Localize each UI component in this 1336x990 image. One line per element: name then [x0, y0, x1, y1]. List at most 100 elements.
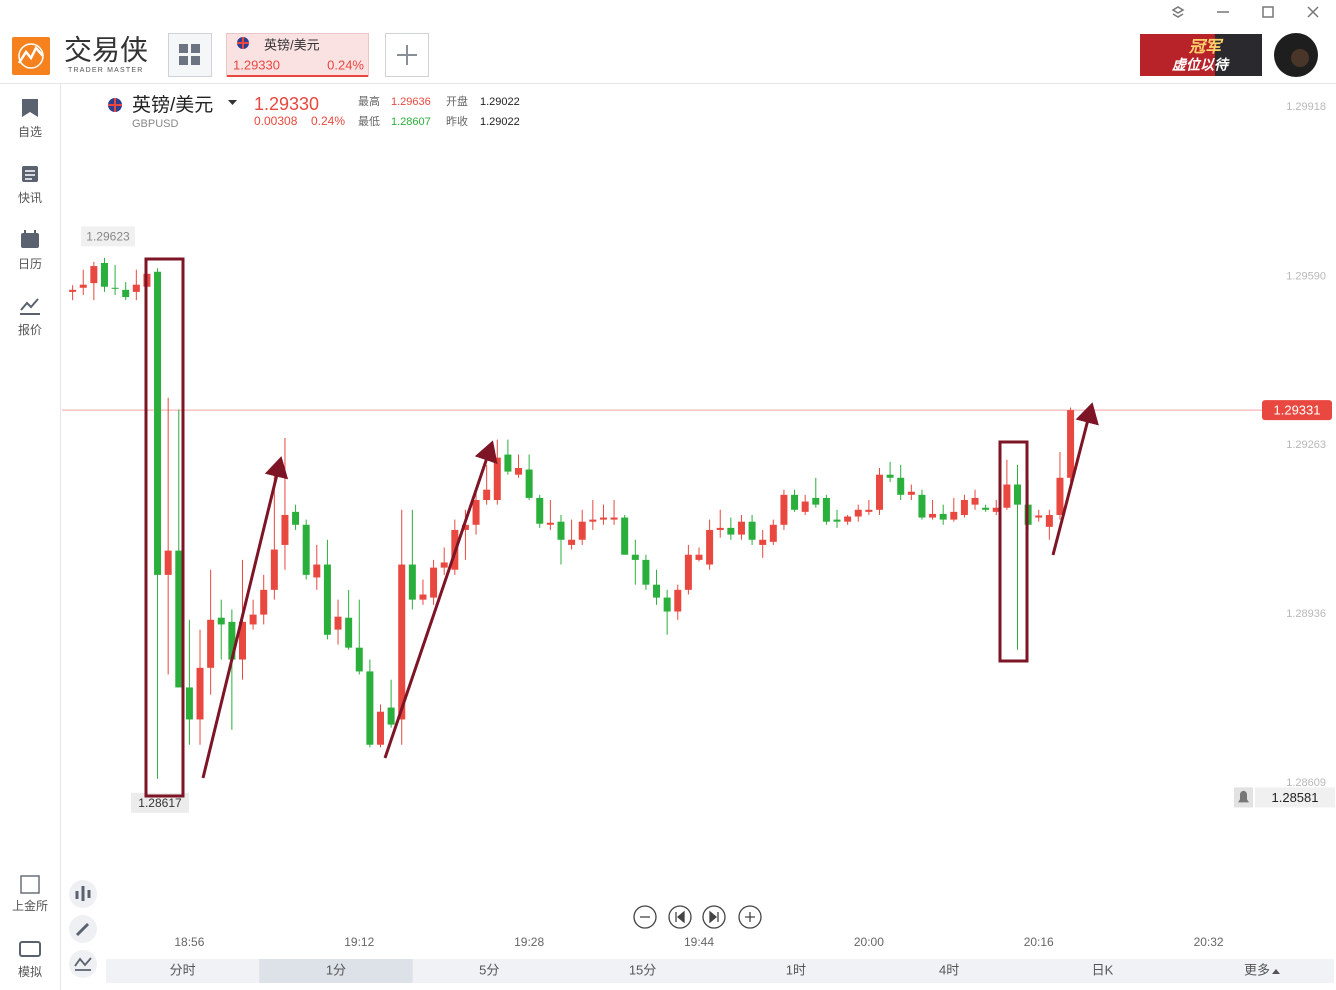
candle: [971, 489, 979, 510]
candle: [886, 461, 894, 482]
candle: [1067, 407, 1075, 482]
sidebar-item[interactable]: 日历: [18, 230, 42, 271]
layout-button-frame[interactable]: [168, 33, 212, 77]
candle-body: [164, 550, 172, 575]
y-tick-label: 1.29918: [1286, 101, 1326, 113]
candle: [578, 509, 586, 545]
current-price-label: 1.29331: [1274, 403, 1321, 418]
candle: [493, 439, 501, 505]
skin-button[interactable]: [1171, 6, 1185, 18]
candle-body: [897, 477, 905, 495]
sidebar-item[interactable]: 自选: [18, 99, 42, 139]
candle: [175, 409, 183, 688]
sidebar-label[interactable]: 报价: [18, 322, 42, 337]
candle: [833, 509, 841, 528]
sidebar-item[interactable]: 模拟: [18, 941, 42, 979]
candle: [875, 467, 883, 515]
sidebar-item[interactable]: 快讯: [18, 166, 42, 205]
candle-body: [1067, 410, 1075, 478]
candle: [430, 559, 438, 605]
x-tick-label: 18:56: [174, 935, 204, 949]
period-tab[interactable]: 1时: [786, 962, 806, 977]
stat-value: 1.29022: [480, 96, 520, 108]
candle: [759, 529, 767, 558]
candle-body: [546, 522, 554, 525]
last-price: 1.29330: [254, 94, 319, 114]
candle-body: [111, 287, 119, 289]
candle-body: [493, 457, 501, 500]
candle-body: [653, 584, 661, 598]
candle: [706, 519, 714, 570]
close-button[interactable]: [1307, 6, 1319, 18]
highlight-box: [144, 257, 185, 798]
candle: [100, 257, 108, 292]
period-tab[interactable]: 5分: [479, 962, 499, 977]
sidebar-label[interactable]: 快讯: [18, 191, 42, 205]
candle: [111, 265, 119, 295]
candle-body: [154, 271, 162, 575]
candle: [196, 629, 204, 745]
max-label-box: [81, 226, 135, 247]
candle-body: [631, 554, 639, 560]
price-change: 0.00308: [254, 114, 298, 128]
layout-button[interactable]: [168, 33, 212, 77]
sidebar-label[interactable]: 模拟: [18, 965, 42, 979]
symbol-dropdown[interactable]: [228, 100, 237, 105]
max-label: 1.29623: [86, 230, 130, 244]
candle: [610, 499, 618, 525]
period-tab-selected[interactable]: [259, 959, 413, 983]
candle-body: [578, 521, 586, 540]
navigation: [633, 905, 762, 929]
period-tab[interactable]: 15分: [629, 962, 656, 977]
period-tab[interactable]: 更多: [1244, 962, 1270, 977]
candle: [472, 489, 480, 535]
sidebar-item[interactable]: 上金所: [12, 875, 48, 913]
candle: [897, 464, 905, 500]
candle: [408, 509, 416, 610]
candle-body: [822, 497, 830, 522]
candle-body: [727, 527, 735, 535]
candle: [249, 599, 257, 630]
stat-label: 开盘: [446, 94, 468, 108]
candle-body: [323, 564, 331, 635]
candle-body: [345, 617, 353, 648]
period-tab[interactable]: 1分: [326, 962, 346, 977]
maximize-button[interactable]: [1262, 6, 1274, 18]
period-tab[interactable]: 日K: [1092, 962, 1114, 977]
candle: [536, 494, 544, 528]
candle: [345, 589, 353, 650]
candle-body: [430, 567, 438, 598]
candle: [419, 579, 427, 605]
x-tick-label: 19:12: [344, 935, 374, 949]
news-icon: [22, 166, 38, 182]
sge-icon: [20, 875, 40, 894]
period-tab[interactable]: 4时: [939, 962, 959, 977]
sidebar-label[interactable]: 上金所: [12, 898, 48, 913]
candle: [684, 544, 692, 595]
sidebar-item[interactable]: 报价: [18, 298, 42, 337]
symbol-name[interactable]: 英镑/美元: [132, 94, 213, 116]
x-tick-label: 20:32: [1194, 935, 1224, 949]
sidebar-label[interactable]: 日历: [18, 257, 42, 271]
candle: [1045, 509, 1053, 540]
candle-body: [589, 519, 597, 522]
candle: [132, 269, 140, 301]
current-price-badge: [1262, 400, 1332, 421]
candle: [207, 569, 215, 695]
candlestick-chart: 1.29918 1.29590 1.29263 1.28936 1.28609 18:56…: [62, 101, 1335, 949]
candle: [801, 494, 809, 515]
candle: [154, 268, 162, 779]
candle: [483, 464, 491, 505]
symbol-tab[interactable]: 英镑/美元 1.29330 0.24%: [226, 33, 369, 77]
symbol-tab-frame[interactable]: [226, 33, 369, 77]
candle-body: [854, 509, 862, 517]
candle-body: [844, 516, 852, 522]
add-tab-button[interactable]: [385, 33, 429, 77]
period-tab[interactable]: 分时: [170, 962, 196, 977]
candle-body: [207, 619, 215, 668]
x-tick-label: 20:16: [1024, 935, 1054, 949]
ad-banner[interactable]: 冠军 虚位以待: [1140, 34, 1262, 76]
sidebar-label[interactable]: 自选: [18, 125, 42, 139]
candle-body: [875, 474, 883, 510]
stat-label: 最高: [358, 94, 380, 108]
